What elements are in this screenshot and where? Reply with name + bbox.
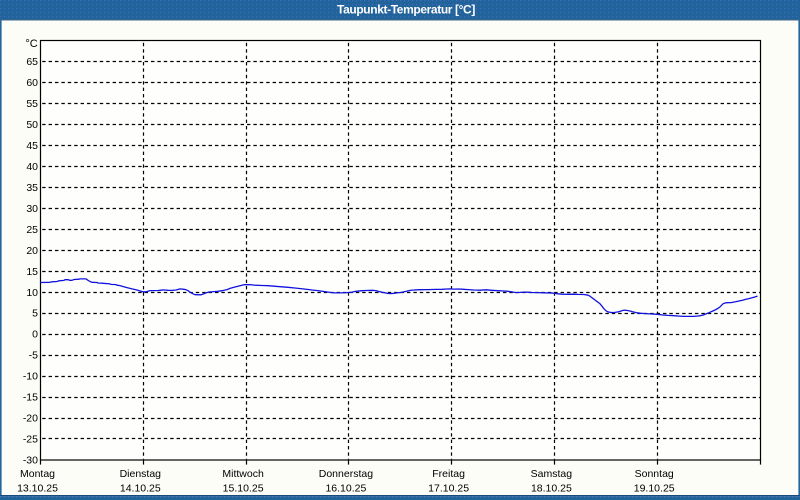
svg-text:Donnerstag: Donnerstag [319, 468, 373, 480]
svg-text:5: 5 [32, 308, 38, 320]
svg-text:Samstag: Samstag [531, 468, 573, 480]
svg-text:19.10.25: 19.10.25 [634, 483, 675, 495]
svg-text:65: 65 [26, 56, 38, 68]
svg-text:Mittwoch: Mittwoch [222, 468, 264, 480]
svg-text:-30: -30 [23, 455, 38, 467]
svg-text:16.10.25: 16.10.25 [325, 483, 366, 495]
svg-text:25: 25 [26, 224, 38, 236]
svg-text:18.10.25: 18.10.25 [531, 483, 572, 495]
svg-text:Montag: Montag [20, 468, 55, 480]
svg-text:15: 15 [26, 266, 38, 278]
svg-text:17.10.25: 17.10.25 [428, 483, 469, 495]
svg-text:60: 60 [26, 77, 38, 89]
svg-text:0: 0 [32, 329, 38, 341]
svg-text:-5: -5 [29, 350, 38, 362]
svg-text:45: 45 [26, 140, 38, 152]
svg-text:20: 20 [26, 245, 38, 257]
svg-text:Freitag: Freitag [432, 468, 465, 480]
svg-text:-10: -10 [23, 371, 38, 383]
svg-text:50: 50 [26, 119, 38, 131]
svg-text:35: 35 [26, 182, 38, 194]
svg-text:30: 30 [26, 203, 38, 215]
svg-text:15.10.25: 15.10.25 [223, 483, 264, 495]
svg-text:°C: °C [25, 38, 37, 50]
svg-text:-15: -15 [23, 392, 38, 404]
svg-text:55: 55 [26, 98, 38, 110]
svg-text:13.10.25: 13.10.25 [17, 483, 58, 495]
svg-text:40: 40 [26, 161, 38, 173]
svg-text:Dienstag: Dienstag [120, 468, 162, 480]
svg-text:10: 10 [26, 287, 38, 299]
svg-text:-20: -20 [23, 413, 38, 425]
svg-text:Taupunkt-Temperatur [°C]: Taupunkt-Temperatur [°C] [337, 2, 475, 16]
svg-text:Sonntag: Sonntag [635, 468, 674, 480]
svg-text:-25: -25 [23, 434, 38, 446]
svg-text:14.10.25: 14.10.25 [120, 483, 161, 495]
